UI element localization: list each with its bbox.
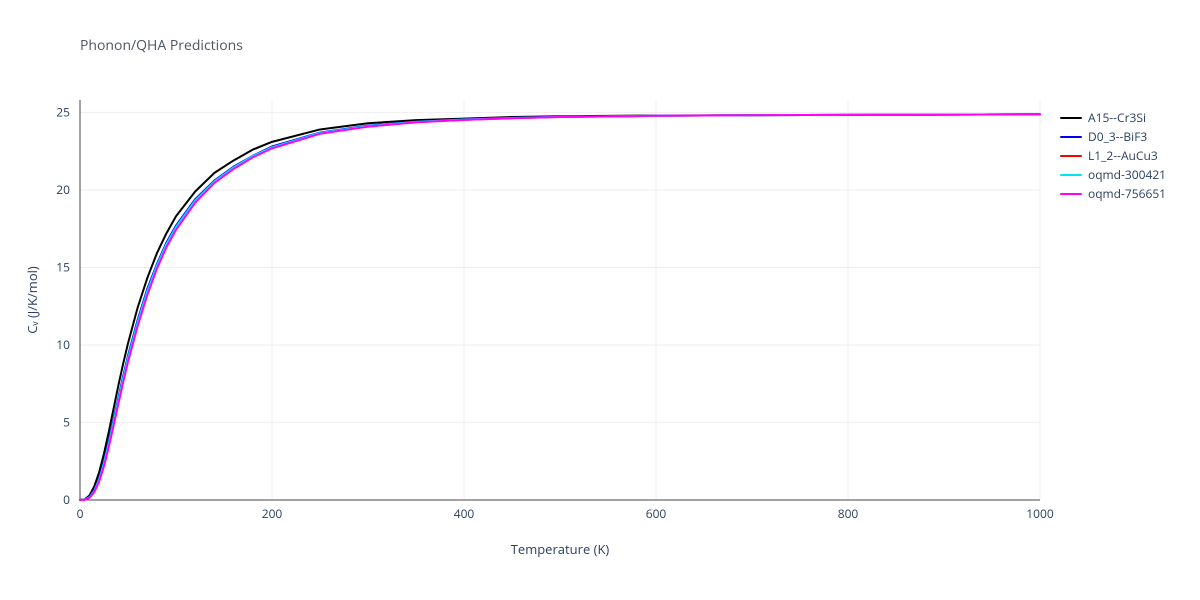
y-axis-label: Cᵥ (J/K/mol): [23, 266, 41, 334]
legend-label: L1_2--AuCu3: [1088, 147, 1158, 164]
series-line[interactable]: [80, 114, 1040, 500]
x-tick-label: 0: [77, 505, 84, 522]
legend-label: oqmd-300421: [1088, 166, 1166, 183]
y-tick-label: 25: [56, 103, 70, 120]
plot-area[interactable]: [80, 100, 1040, 500]
x-axis-label: Temperature (K): [80, 540, 1040, 558]
chart-title: Phonon/QHA Predictions: [80, 36, 243, 55]
series-line[interactable]: [80, 114, 1040, 500]
chart-container: Phonon/QHA Predictions Cᵥ (J/K/mol) 0200…: [0, 0, 1200, 600]
y-tick-label: 0: [63, 491, 70, 508]
series-line[interactable]: [80, 114, 1040, 500]
legend-item[interactable]: A15--Cr3Si: [1060, 108, 1166, 127]
legend-label: oqmd-756651: [1088, 185, 1166, 202]
legend-swatch: [1060, 174, 1082, 176]
legend-label: D0_3--BiF3: [1088, 128, 1147, 145]
legend-item[interactable]: D0_3--BiF3: [1060, 127, 1166, 146]
x-tick-label: 600: [646, 505, 667, 522]
x-tick-label: 1000: [1026, 505, 1054, 522]
y-tick-label: 20: [56, 181, 70, 198]
legend-label: A15--Cr3Si: [1088, 109, 1146, 126]
legend-swatch: [1060, 117, 1082, 119]
legend-swatch: [1060, 155, 1082, 157]
legend-swatch: [1060, 193, 1082, 195]
y-tick-label: 15: [56, 258, 70, 275]
legend-item[interactable]: L1_2--AuCu3: [1060, 146, 1166, 165]
legend-item[interactable]: oqmd-756651: [1060, 184, 1166, 203]
legend-swatch: [1060, 136, 1082, 138]
x-tick-label: 800: [838, 505, 859, 522]
series-line[interactable]: [80, 114, 1040, 500]
x-tick-label: 400: [454, 505, 475, 522]
y-tick-label: 10: [56, 336, 70, 353]
plot-svg: [80, 100, 1040, 500]
y-tick-label: 5: [63, 413, 70, 430]
y-axis-label-wrap: Cᵥ (J/K/mol): [22, 100, 42, 500]
legend: A15--Cr3Si D0_3--BiF3 L1_2--AuCu3 oqmd-3004…: [1060, 108, 1166, 203]
series-line[interactable]: [80, 114, 1040, 500]
legend-item[interactable]: oqmd-300421: [1060, 165, 1166, 184]
x-tick-label: 200: [262, 505, 283, 522]
